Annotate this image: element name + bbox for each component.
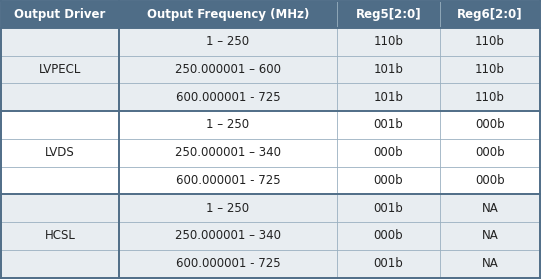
Text: 000b: 000b (475, 174, 505, 187)
Bar (119, 111, 337, 139)
Text: 250.000001 – 600: 250.000001 – 600 (175, 63, 281, 76)
Bar (119, 1, 337, 28)
Text: 000b: 000b (374, 174, 403, 187)
Bar (1, 167, 119, 194)
Bar (440, 139, 540, 167)
Bar (337, 250, 440, 277)
Bar (119, 222, 337, 250)
Bar (1, 222, 119, 250)
Bar (440, 194, 540, 222)
Text: 000b: 000b (475, 119, 505, 131)
Bar (119, 139, 337, 167)
Text: LVPECL: LVPECL (39, 63, 81, 76)
Bar (1, 1, 119, 28)
Text: 110b: 110b (475, 35, 505, 48)
Bar (337, 28, 440, 56)
Text: 001b: 001b (374, 257, 404, 270)
Text: Output Frequency (MHz): Output Frequency (MHz) (147, 8, 309, 21)
Bar (337, 56, 440, 83)
Bar (119, 250, 337, 277)
Text: 1 – 250: 1 – 250 (207, 35, 249, 48)
Text: 000b: 000b (374, 229, 403, 242)
Bar (337, 1, 440, 28)
Text: HCSL: HCSL (44, 229, 75, 242)
Bar (337, 83, 440, 111)
Text: Reg5[2:0]: Reg5[2:0] (355, 8, 421, 21)
Bar (337, 222, 440, 250)
Text: 000b: 000b (374, 146, 403, 159)
Bar (440, 83, 540, 111)
Text: NA: NA (481, 257, 498, 270)
Bar (1, 139, 119, 167)
Text: 250.000001 – 340: 250.000001 – 340 (175, 146, 281, 159)
Bar (440, 56, 540, 83)
Text: 001b: 001b (374, 119, 404, 131)
Bar (440, 28, 540, 56)
Bar (440, 222, 540, 250)
Bar (119, 56, 337, 83)
Text: Output Driver: Output Driver (14, 8, 105, 21)
Bar (440, 1, 540, 28)
Text: Reg6[2:0]: Reg6[2:0] (457, 8, 523, 21)
Bar (440, 111, 540, 139)
Bar (337, 111, 440, 139)
Bar (337, 139, 440, 167)
Text: 000b: 000b (475, 146, 505, 159)
Bar (119, 167, 337, 194)
Bar (119, 28, 337, 56)
Bar (119, 83, 337, 111)
Bar (337, 167, 440, 194)
Text: 250.000001 – 340: 250.000001 – 340 (175, 229, 281, 242)
Bar (440, 167, 540, 194)
Text: 101b: 101b (374, 91, 404, 104)
Text: 110b: 110b (475, 63, 505, 76)
Bar (1, 111, 119, 139)
Bar (1, 194, 119, 222)
Bar (1, 56, 119, 83)
Text: 600.000001 - 725: 600.000001 - 725 (176, 174, 280, 187)
Text: 1 – 250: 1 – 250 (207, 201, 249, 215)
Text: 1 – 250: 1 – 250 (207, 119, 249, 131)
Bar (337, 194, 440, 222)
Text: NA: NA (481, 201, 498, 215)
Text: 110b: 110b (374, 35, 404, 48)
Bar (1, 250, 119, 277)
Text: 101b: 101b (374, 63, 404, 76)
Text: 600.000001 - 725: 600.000001 - 725 (176, 91, 280, 104)
Text: 001b: 001b (374, 201, 404, 215)
Bar (119, 194, 337, 222)
Bar (1, 83, 119, 111)
Bar (440, 250, 540, 277)
Text: 600.000001 - 725: 600.000001 - 725 (176, 257, 280, 270)
Text: 110b: 110b (475, 91, 505, 104)
Text: LVDS: LVDS (45, 146, 75, 159)
Bar (1, 28, 119, 56)
Text: NA: NA (481, 229, 498, 242)
